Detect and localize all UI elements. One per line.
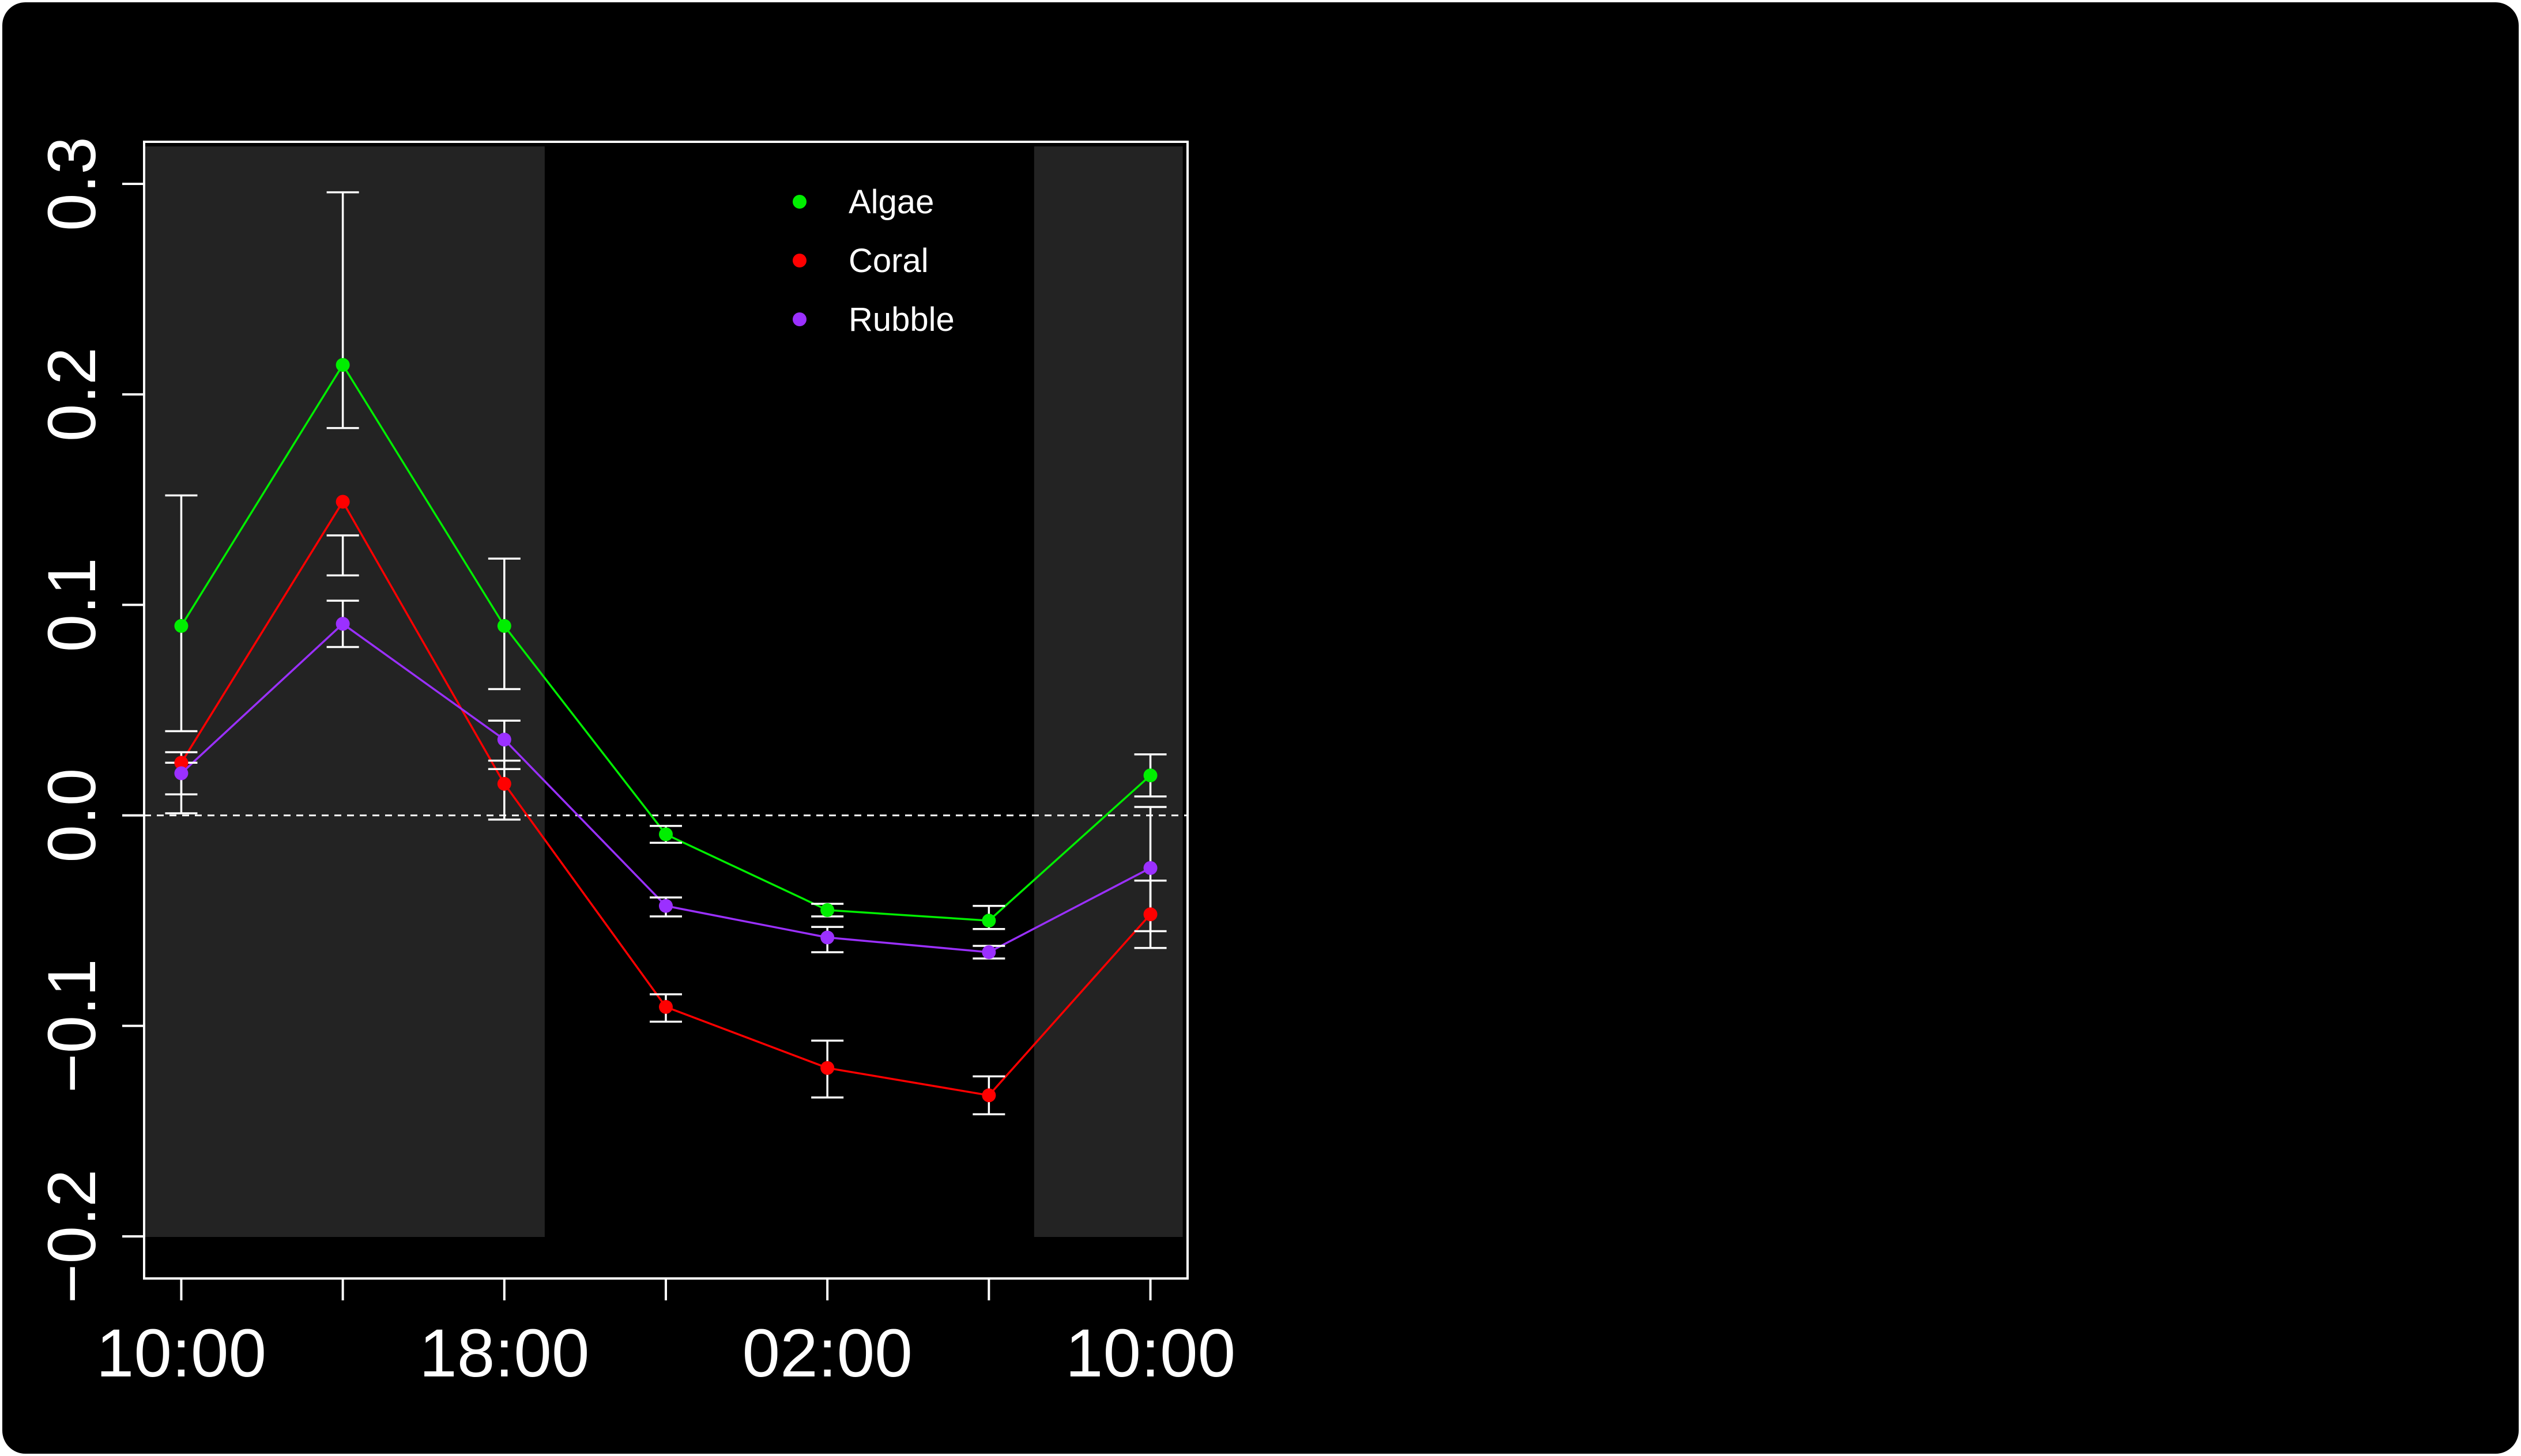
legend: Algae Coral Rubble — [793, 183, 955, 338]
y-tick-label: 0.3 — [34, 137, 110, 231]
data-points — [174, 358, 1158, 1103]
data-point-algae-5 — [982, 914, 996, 928]
data-point-rubble-1 — [336, 617, 350, 631]
legend-marker — [793, 312, 807, 326]
shaded-region-1 — [1034, 146, 1183, 1237]
data-point-algae-4 — [820, 903, 835, 917]
data-point-rubble-4 — [820, 930, 835, 945]
legend-marker — [793, 195, 807, 209]
y-tick-label: −0.1 — [34, 959, 110, 1093]
data-point-algae-6 — [1143, 768, 1158, 783]
legend-label: Coral — [849, 242, 929, 280]
x-tick-label: 18:00 — [419, 1315, 589, 1391]
data-point-coral-2 — [497, 776, 511, 791]
error-bar-coral-1 — [326, 534, 359, 577]
data-point-coral-6 — [1143, 907, 1158, 922]
legend-item-algae: Algae — [793, 183, 934, 221]
data-point-algae-3 — [659, 827, 673, 842]
legend-item-rubble: Rubble — [793, 301, 955, 338]
data-point-rubble-6 — [1143, 861, 1158, 875]
data-point-algae-2 — [497, 618, 511, 633]
x-axis: 10:00 18:00 02:00 10:00 — [96, 1278, 1235, 1391]
data-point-coral-4 — [820, 1061, 835, 1075]
data-point-algae-1 — [336, 358, 350, 372]
error-bars — [165, 191, 1167, 1115]
y-tick-label: 0.0 — [34, 768, 110, 863]
data-point-coral-1 — [336, 495, 350, 509]
shaded-regions — [144, 146, 1183, 1237]
legend-label: Algae — [849, 183, 934, 221]
x-tick-label: 02:00 — [743, 1315, 913, 1391]
y-tick-label: 0.2 — [34, 347, 110, 442]
y-tick-label: 0.1 — [34, 557, 110, 652]
legend-label: Rubble — [849, 301, 955, 338]
error-bar-algae-0 — [165, 494, 198, 733]
y-axis: −0.2 −0.1 0.0 0.1 0.2 0.3 — [34, 137, 144, 1303]
data-point-rubble-2 — [497, 733, 511, 747]
data-point-rubble-5 — [982, 945, 996, 959]
legend-marker — [793, 254, 807, 267]
y-tick-label: −0.2 — [34, 1169, 110, 1303]
data-point-coral-3 — [659, 999, 673, 1014]
legend-item-coral: Coral — [793, 242, 929, 280]
error-bar-algae-1 — [326, 191, 359, 429]
x-tick-label: 10:00 — [1065, 1315, 1235, 1391]
data-point-coral-0 — [174, 756, 189, 770]
x-tick-label: 10:00 — [96, 1315, 266, 1391]
data-point-rubble-0 — [174, 766, 189, 780]
data-point-algae-0 — [174, 618, 189, 633]
shaded-region-0 — [144, 146, 545, 1237]
data-point-coral-5 — [982, 1088, 996, 1103]
data-point-rubble-3 — [659, 899, 673, 913]
